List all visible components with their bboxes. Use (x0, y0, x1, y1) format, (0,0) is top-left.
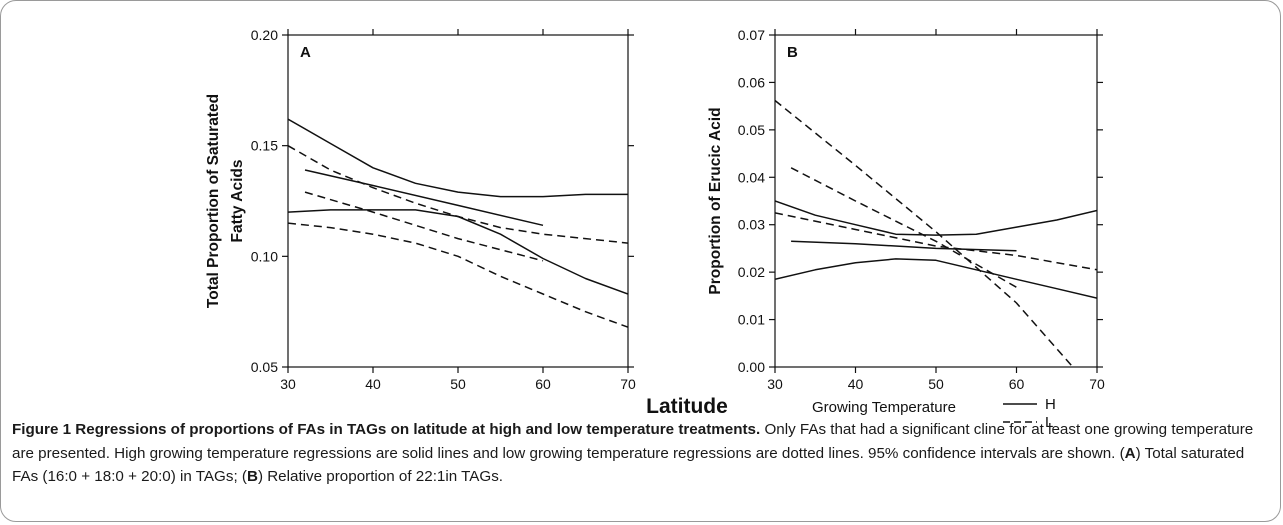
x-tick-label: 40 (848, 376, 864, 392)
x-tick-label: 40 (365, 376, 381, 392)
y-tick-label: 0.04 (738, 169, 765, 185)
caption-ref-a: A (1124, 444, 1136, 462)
figure-caption: Figure 1 Regressions of proportions of F… (12, 418, 1274, 489)
x-tick-label: 70 (1089, 376, 1105, 392)
x-tick-label: 70 (620, 376, 636, 392)
y-tick-label: 0.05 (738, 122, 765, 138)
x-axis-title: Latitude (646, 395, 728, 418)
solid-series-line (288, 209, 628, 295)
y-tick-label: 0.05 (251, 359, 278, 375)
x-tick-label: 60 (535, 376, 551, 392)
y-tick-label: 0.07 (738, 27, 765, 43)
y-axis-title: Proportion of Erucic Acid (707, 107, 724, 294)
dashed-series-line (288, 222, 628, 328)
dashed-series-line (304, 191, 544, 262)
legend-title: Growing Temperature (812, 399, 956, 416)
dashed-series-line (775, 212, 1097, 271)
solid-series-line (288, 118, 628, 198)
y-tick-label: 0.02 (738, 264, 765, 280)
dashed-series-line (775, 99, 1074, 367)
x-tick-label: 50 (450, 376, 466, 392)
dashed-series-line (790, 167, 1017, 288)
caption-ref-b: B (246, 468, 258, 485)
y-tick-label: 0.10 (251, 248, 278, 264)
y-tick-label: 0.06 (738, 74, 765, 90)
plot-frame (287, 34, 629, 368)
caption-body-2: ) Total saturated FAs (16:0 + 18:0 + 20:… (12, 444, 1245, 486)
y-tick-label: 0.15 (251, 138, 278, 154)
y-tick-label: 0.03 (738, 217, 765, 233)
solid-series-line (775, 258, 1097, 299)
x-tick-label: 50 (928, 376, 944, 392)
solid-series-line (304, 169, 544, 227)
solid-series-line (791, 240, 1017, 252)
y-axis-title: Total Proportion of Saturated (205, 94, 222, 308)
x-tick-label: 60 (1009, 376, 1025, 392)
plot-frame (774, 34, 1098, 368)
x-tick-label: 30 (280, 376, 296, 392)
x-tick-label: 30 (767, 376, 783, 392)
y-tick-label: 0.01 (738, 312, 765, 328)
caption-title: Figure 1 Regressions of proportions of F… (12, 421, 761, 438)
panel-label: B (787, 44, 798, 61)
panel-b: 30 40 50 60 70 0.00 0.01 0.02 0.03 0.04 0.05 0.06 0.… (707, 27, 1105, 392)
legend-label: H (1045, 396, 1056, 413)
panel-a: 30 40 50 60 70 0.05 0.10 0.15 0.20 A Total Proport… (205, 27, 636, 392)
y-tick-label: 0.20 (251, 27, 278, 43)
caption-body-1: Only FAs that had a significant cline fo… (12, 421, 1254, 462)
y-tick-label: 0.00 (738, 359, 765, 375)
caption-body-3: ) Relative proportion of 22:1in TAGs. (257, 468, 504, 485)
dashed-series-line (288, 145, 628, 244)
legend-label: L (1045, 414, 1053, 431)
solid-series-line (775, 200, 1097, 236)
legend: Growing Temperature HL (812, 396, 1056, 431)
y-axis-title: Fatty Acids (229, 160, 246, 243)
panel-label: A (300, 44, 311, 61)
